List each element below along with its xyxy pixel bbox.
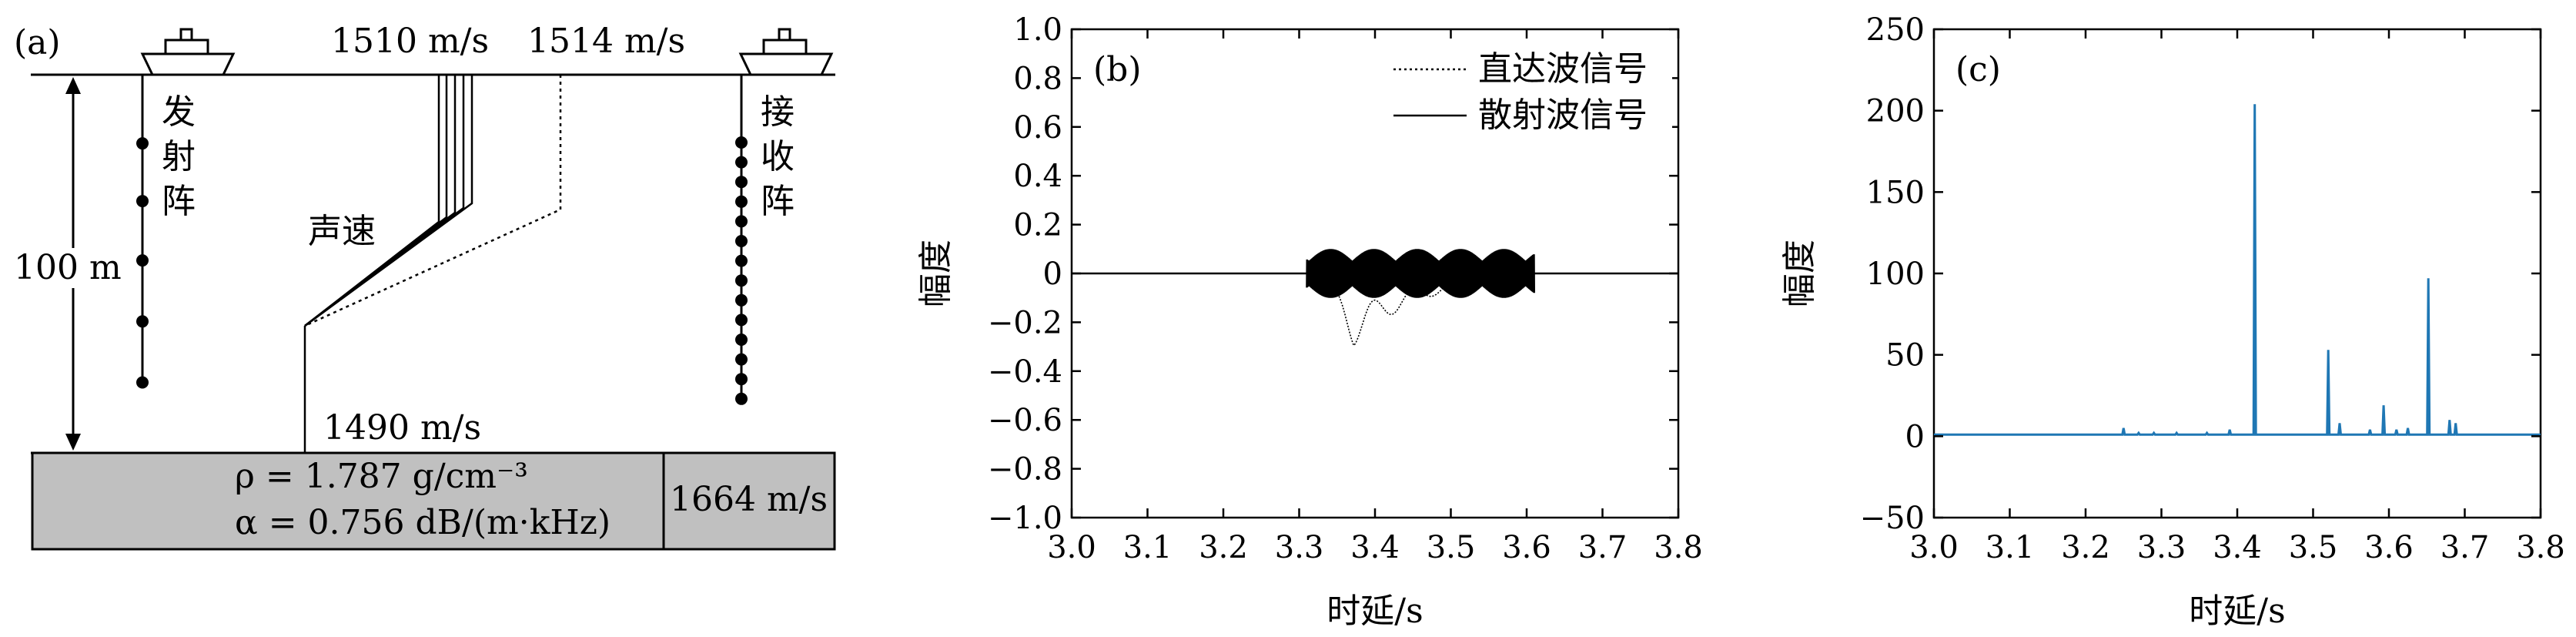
panel-c-xlabel: 时延/s <box>2189 592 2285 631</box>
panel-c-series <box>1934 104 2541 436</box>
panel-c-ytick-label: 150 <box>1866 175 1925 210</box>
depth-label: 100 m <box>14 248 122 287</box>
panel-b-ytick-label: 0.8 <box>1013 61 1062 96</box>
panel-c-xtick-label: 3.4 <box>2213 530 2262 565</box>
panel-c-ytick-label: 50 <box>1885 338 1925 374</box>
panel-b-ytick-label: 0 <box>1043 256 1062 292</box>
receiver-element-dot <box>735 254 748 267</box>
legend-scatter-label: 散射波信号 <box>1478 96 1648 135</box>
legend-direct-label: 直达波信号 <box>1478 49 1648 89</box>
panel-c-ylabel: 幅度 <box>1780 240 1819 307</box>
panel-b-ytick-label: −0.2 <box>988 305 1062 340</box>
panel-b-ytick-label: −0.4 <box>988 354 1062 390</box>
panel-a-label: (a) <box>14 23 61 62</box>
speed-top-right-label: 1514 m/s <box>527 22 685 61</box>
receiver-element-dot <box>735 313 748 327</box>
source-element-dot <box>136 137 149 150</box>
panel-b-xtick-label: 3.7 <box>1578 530 1628 565</box>
panel-b-xlabel: 时延/s <box>1326 592 1423 631</box>
source-label-1: 发 <box>162 92 196 132</box>
panel-b-ytick-label: 0.4 <box>1013 159 1062 194</box>
receiver-element-dot <box>735 156 748 169</box>
panel-b-xtick-label: 3.2 <box>1199 530 1248 565</box>
panel-c-xtick-label: 3.0 <box>1909 530 1959 565</box>
sound-speed-profiles <box>303 75 562 453</box>
panel-b-xtick-label: 3.6 <box>1502 530 1551 565</box>
panel-b-chart: 3.0 3.1 3.2 3.3 3.4 3.5 3.6 3.7 3.8 1.0 0.8 0.6 0.4 0… <box>916 12 1703 631</box>
panel-c-frame <box>1932 28 2542 519</box>
panel-b-ytick-label: −0.6 <box>988 403 1062 438</box>
panel-c-xtick-label: 3.7 <box>2441 530 2490 565</box>
panel-c-ytick-label: −50 <box>1860 501 1925 536</box>
source-element-dot <box>136 376 149 389</box>
source-label-3: 阵 <box>162 182 196 221</box>
seabed-attenuation-label: α = 0.756 dB/(m·kHz) <box>235 503 611 542</box>
receiver-element-dot <box>735 215 748 228</box>
panel-b-label: (b) <box>1093 50 1142 89</box>
receiver-element-dot <box>735 274 748 287</box>
seabed-density-label: ρ = 1.787 g/cm⁻³ <box>235 457 528 496</box>
panel-b-ytick-label: 0.2 <box>1013 208 1062 243</box>
receiver-label-1: 接 <box>761 92 795 132</box>
scatter-wave-series <box>1306 249 1536 298</box>
panel-c-xtick-label: 3.8 <box>2516 530 2565 565</box>
legend-bg <box>1386 46 1672 142</box>
speed-bottom-label: 1490 m/s <box>323 408 481 448</box>
sound-speed-label: 声速 <box>308 212 376 251</box>
receiver-element-dot <box>735 136 748 149</box>
panel-c-xtick-label: 3.6 <box>2364 530 2414 565</box>
panel-b-xtick-label: 3.0 <box>1047 530 1096 565</box>
receiver-array-elements <box>735 136 748 405</box>
panel-c-ticks: 3.0 3.1 3.2 3.3 3.4 3.5 3.6 3.7 3.8 250 200 150 100 5… <box>1860 12 2565 565</box>
panel-b-xtick-label: 3.5 <box>1427 530 1476 565</box>
receiver-label-2: 收 <box>761 137 795 176</box>
panel-b-ytick-label: 0.6 <box>1013 110 1062 146</box>
source-element-dot <box>136 315 149 328</box>
panel-b-legend: 直达波信号 散射波信号 <box>1386 46 1672 142</box>
receiver-label-3: 阵 <box>761 182 795 221</box>
panel-c-label: (c) <box>1955 50 2001 89</box>
receiver-element-dot <box>735 334 748 346</box>
panel-c-xtick-label: 3.2 <box>2061 530 2110 565</box>
receiver-element-dot <box>735 353 748 366</box>
panel-b-ticks: 3.0 3.1 3.2 3.3 3.4 3.5 3.6 3.7 3.8 1.0 0.8 0.6 0.4 0… <box>988 12 1703 565</box>
panel-c-ytick-label: 250 <box>1866 12 1925 48</box>
source-element-dot <box>136 254 149 267</box>
receiver-element-dot <box>735 373 748 386</box>
panel-b-ytick-label: −1.0 <box>988 501 1062 536</box>
receiver-element-dot <box>735 392 748 405</box>
seabed-layer <box>31 451 836 551</box>
receiver-element-dot <box>735 195 748 208</box>
seabed-speed-label: 1664 m/s <box>670 480 828 519</box>
panel-b-ytick-label: 1.0 <box>1013 12 1062 48</box>
receiver-element-dot <box>735 235 748 247</box>
panel-b-ytick-label: −0.8 <box>988 452 1062 488</box>
depth-label-bg <box>9 248 134 288</box>
panel-c-ytick-label: 0 <box>1905 419 1925 454</box>
panel-b-ylabel: 幅度 <box>916 240 955 307</box>
panel-b-xtick-label: 3.8 <box>1654 530 1703 565</box>
panel-b-xtick-label: 3.1 <box>1123 530 1173 565</box>
source-label-2: 射 <box>162 137 196 176</box>
receiver-element-dot <box>735 293 748 307</box>
panel-a-schematic: (a) 100 m 发 射 阵 接 收 <box>9 22 836 551</box>
panel-c-ytick-label: 100 <box>1866 256 1925 292</box>
panel-b-xtick-label: 3.4 <box>1350 530 1400 565</box>
panel-c-chart: 3.0 3.1 3.2 3.3 3.4 3.5 3.6 3.7 3.8 250 200 150 100 5… <box>1780 12 2565 631</box>
panel-b-xtick-label: 3.3 <box>1275 530 1324 565</box>
source-ship-icon <box>140 28 236 76</box>
panel-c-ytick-label: 200 <box>1866 94 1925 129</box>
source-array-elements <box>136 137 149 389</box>
panel-c-xtick-label: 3.1 <box>1986 530 2035 565</box>
panel-b-waveforms <box>1306 249 1536 347</box>
receiver-element-dot <box>735 176 748 189</box>
source-element-dot <box>136 195 149 208</box>
panel-c-xtick-label: 3.3 <box>2137 530 2186 565</box>
receiver-ship-icon <box>738 28 834 76</box>
speed-top-left-label: 1510 m/s <box>331 22 489 61</box>
panel-c-amplitude-series <box>1934 104 2541 436</box>
panel-c-xtick-label: 3.5 <box>2289 530 2338 565</box>
